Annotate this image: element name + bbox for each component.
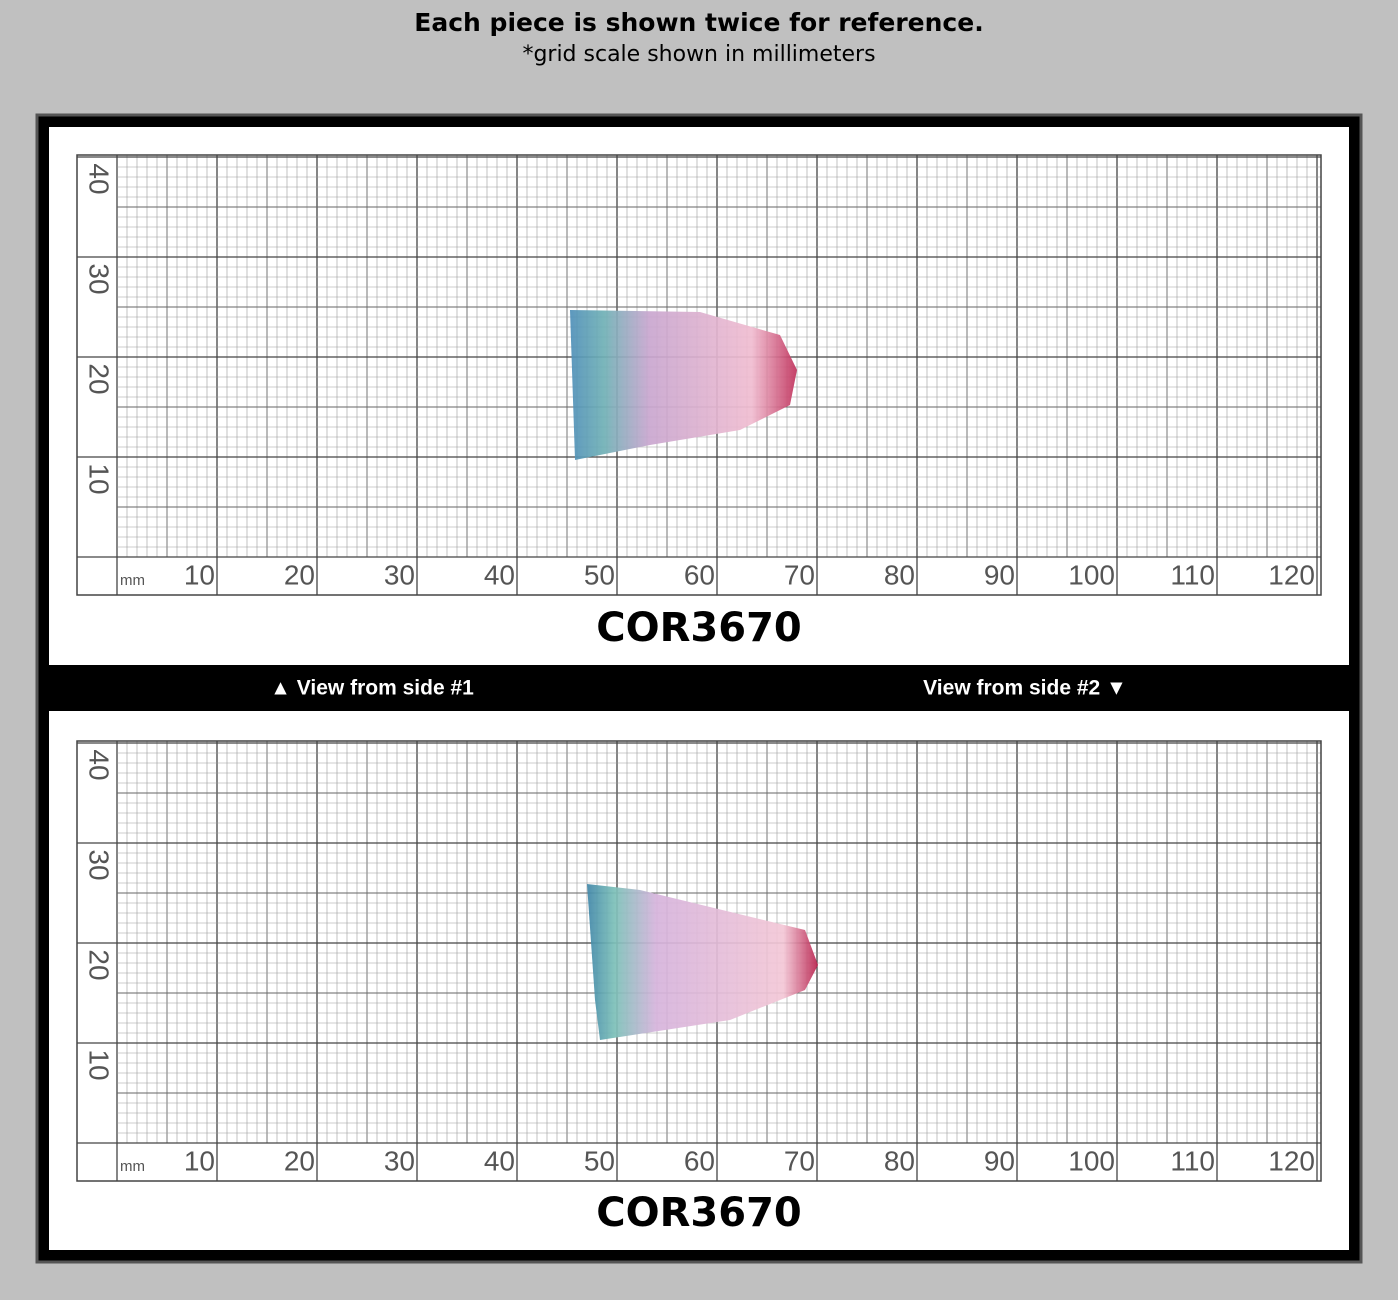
x-scale-label: 10 bbox=[184, 559, 215, 590]
x-scale-label: 50 bbox=[584, 1145, 615, 1176]
grid-border bbox=[76, 740, 1322, 1182]
y-scale-label: 10 bbox=[84, 463, 115, 494]
x-scale-label: 10 bbox=[184, 1145, 215, 1176]
x-scale-label: 40 bbox=[484, 559, 515, 590]
gem-photo bbox=[570, 310, 797, 460]
x-scale-label: 120 bbox=[1268, 559, 1315, 590]
x-scale-label: 60 bbox=[684, 1145, 715, 1176]
x-scale-label: 30 bbox=[384, 559, 415, 590]
x-scale-label: 70 bbox=[784, 1145, 815, 1176]
x-scale-label: 110 bbox=[1170, 1145, 1215, 1176]
x-scale-label: 100 bbox=[1068, 1145, 1115, 1176]
side-label: ▲ View from side #1 bbox=[270, 677, 474, 700]
x-scale-label: 100 bbox=[1068, 559, 1115, 590]
product-code: COR3670 bbox=[596, 605, 802, 651]
y-scale-label: 40 bbox=[84, 749, 115, 780]
x-scale-label: 30 bbox=[384, 1145, 415, 1176]
x-scale-label: 90 bbox=[984, 1145, 1015, 1176]
y-scale-label: 40 bbox=[84, 163, 115, 194]
x-scale-label: 80 bbox=[884, 559, 915, 590]
x-scale-label: 120 bbox=[1268, 1145, 1315, 1176]
header-subtitle: *grid scale shown in millimeters bbox=[522, 42, 875, 67]
y-scale-label: 10 bbox=[84, 1049, 115, 1080]
y-scale-label: 30 bbox=[84, 263, 115, 294]
product-code: COR3670 bbox=[596, 1190, 802, 1236]
x-scale-label: 60 bbox=[684, 559, 715, 590]
side-label: View from side #2 ▼ bbox=[923, 677, 1127, 700]
x-scale-label: 70 bbox=[784, 559, 815, 590]
x-scale-label: 90 bbox=[984, 559, 1015, 590]
gem-photo bbox=[587, 884, 818, 1040]
x-scale-label: 20 bbox=[284, 559, 315, 590]
grid-paper: mm 10 20 30 40 50 60 70 80 90 100 110 120 10 20 30 40 bbox=[76, 154, 1322, 596]
unit-label: mm bbox=[120, 572, 145, 589]
y-scale-label: 20 bbox=[84, 949, 115, 980]
y-scale-label: 30 bbox=[84, 849, 115, 880]
x-scale-label: 110 bbox=[1170, 559, 1215, 590]
grid-border bbox=[76, 154, 1322, 596]
x-scale-label: 20 bbox=[284, 1145, 315, 1176]
x-scale-label: 40 bbox=[484, 1145, 515, 1176]
unit-label: mm bbox=[120, 1158, 145, 1175]
x-scale-label: 50 bbox=[584, 559, 615, 590]
x-scale-label: 80 bbox=[884, 1145, 915, 1176]
y-scale-label: 20 bbox=[84, 363, 115, 394]
header-title: Each piece is shown twice for reference. bbox=[414, 8, 983, 37]
